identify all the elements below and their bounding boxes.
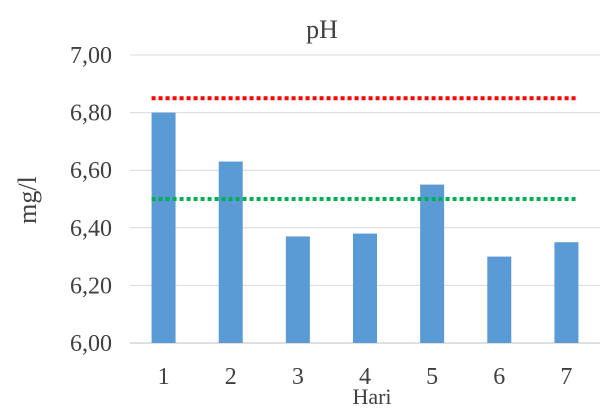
bar [420, 184, 445, 343]
x-tick-label: 7 [560, 364, 572, 390]
x-tick-label: 4 [359, 364, 371, 390]
bar [353, 233, 377, 343]
y-tick-label: 6,20 [70, 273, 112, 299]
y-tick-label: 6,80 [70, 101, 112, 127]
x-axis-label: Hari [352, 384, 391, 409]
reference-lines [151, 96, 579, 201]
y-tick-label: 7,00 [70, 43, 112, 69]
y-tick-label: 6,40 [70, 216, 112, 242]
y-axis-label: mg/l [13, 176, 42, 224]
x-tick-label: 5 [426, 364, 438, 390]
y-tick-label: 6,60 [70, 158, 112, 184]
x-tick-labels: 1 2 3 4 5 6 7 [158, 364, 573, 390]
y-tick-label: 6,00 [70, 331, 112, 357]
bar [285, 236, 310, 343]
bar [218, 161, 243, 343]
y-tick-labels: 6,00 6,20 6,40 6,60 6,80 7,00 [70, 43, 112, 357]
gridlines [130, 54, 600, 344]
bar [487, 256, 512, 343]
x-tick-label: 3 [292, 364, 304, 390]
bar [151, 112, 176, 343]
x-tick-label: 2 [225, 364, 237, 390]
chart-title: pH [306, 15, 338, 44]
bars [151, 112, 579, 343]
x-tick-label: 6 [493, 364, 505, 390]
x-tick-label: 1 [158, 364, 170, 390]
bar [554, 242, 579, 343]
